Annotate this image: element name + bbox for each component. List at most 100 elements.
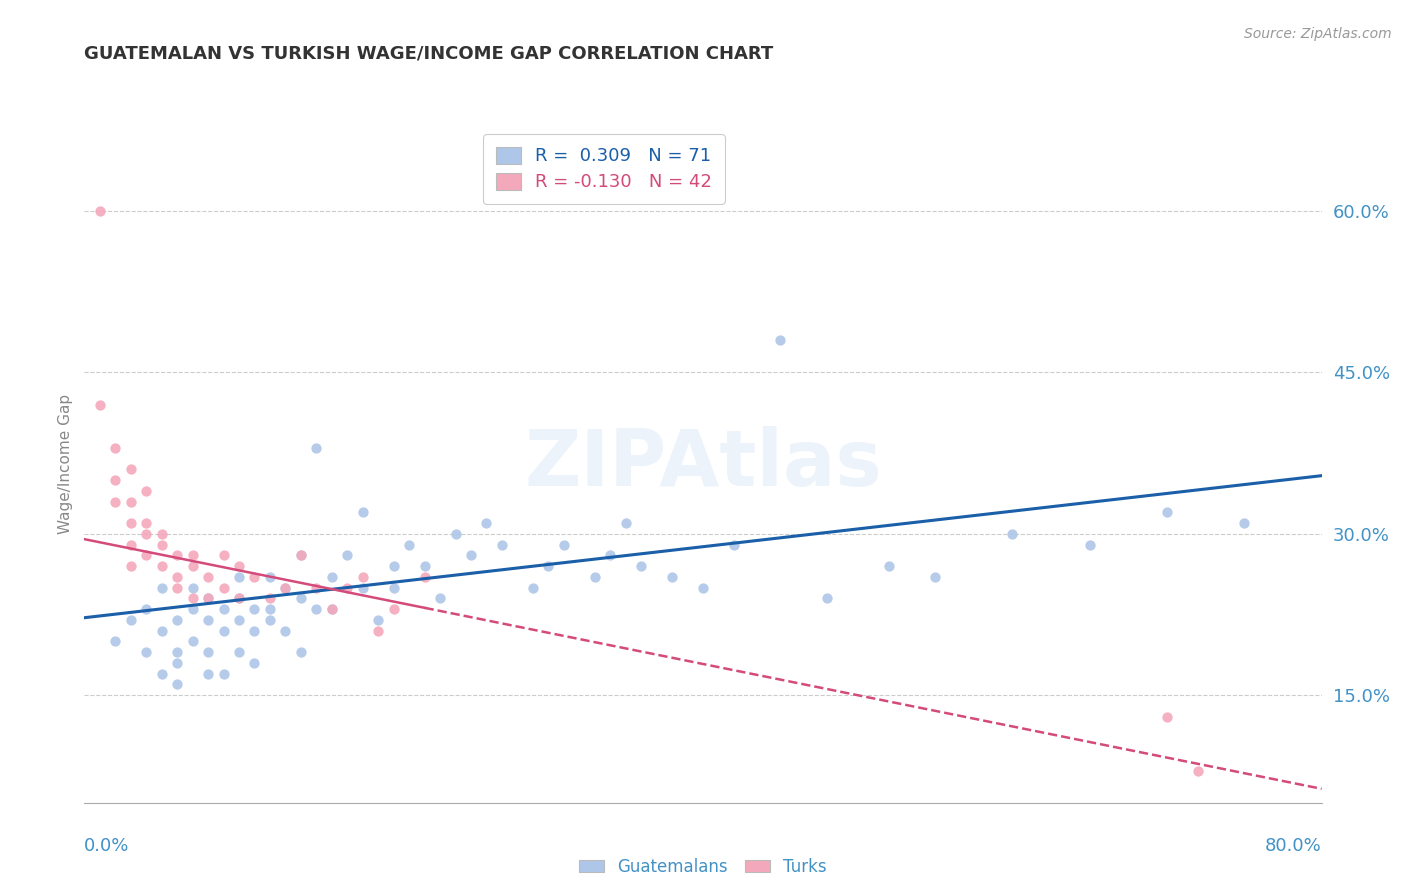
Point: [135, 526, 157, 541]
Point: [475, 516, 498, 530]
Point: [877, 559, 900, 574]
Point: [1187, 764, 1209, 778]
Point: [553, 537, 575, 551]
Point: [769, 333, 792, 347]
Point: [274, 581, 297, 595]
Point: [321, 602, 343, 616]
Point: [274, 624, 297, 638]
Point: [367, 613, 389, 627]
Point: [413, 570, 436, 584]
Point: [243, 624, 266, 638]
Point: [181, 602, 204, 616]
Point: [89, 398, 111, 412]
Point: [522, 581, 544, 595]
Point: [382, 581, 405, 595]
Point: [336, 549, 359, 563]
Point: [367, 624, 389, 638]
Point: [120, 494, 142, 508]
Point: [104, 441, 127, 455]
Point: [1156, 505, 1178, 519]
Point: [305, 441, 328, 455]
Point: [212, 624, 235, 638]
Point: [382, 559, 405, 574]
Point: [259, 591, 281, 606]
Point: [166, 581, 188, 595]
Point: [630, 559, 652, 574]
Point: [150, 624, 173, 638]
Point: [352, 570, 374, 584]
Point: [661, 570, 683, 584]
Point: [197, 613, 219, 627]
Point: [243, 570, 266, 584]
Point: [120, 537, 142, 551]
Point: [89, 204, 111, 219]
Point: [104, 473, 127, 487]
Point: [321, 570, 343, 584]
Point: [259, 613, 281, 627]
Text: ZIPAtlas: ZIPAtlas: [524, 425, 882, 502]
Point: [135, 549, 157, 563]
Point: [243, 602, 266, 616]
Text: 0.0%: 0.0%: [84, 837, 129, 855]
Point: [120, 516, 142, 530]
Point: [181, 581, 204, 595]
Point: [166, 645, 188, 659]
Point: [815, 591, 838, 606]
Text: Source: ZipAtlas.com: Source: ZipAtlas.com: [1244, 27, 1392, 41]
Point: [398, 537, 420, 551]
Point: [197, 666, 219, 681]
Point: [120, 613, 142, 627]
Point: [290, 549, 312, 563]
Point: [150, 526, 173, 541]
Point: [321, 602, 343, 616]
Point: [150, 559, 173, 574]
Point: [290, 645, 312, 659]
Point: [212, 581, 235, 595]
Point: [104, 634, 127, 648]
Point: [197, 570, 219, 584]
Point: [924, 570, 946, 584]
Point: [460, 549, 482, 563]
Point: [1156, 709, 1178, 723]
Point: [692, 581, 714, 595]
Point: [429, 591, 451, 606]
Point: [135, 645, 157, 659]
Point: [135, 483, 157, 498]
Point: [228, 591, 250, 606]
Point: [228, 559, 250, 574]
Point: [614, 516, 637, 530]
Point: [150, 581, 173, 595]
Point: [166, 677, 188, 691]
Point: [290, 591, 312, 606]
Point: [181, 549, 204, 563]
Point: [212, 666, 235, 681]
Point: [181, 559, 204, 574]
Point: [135, 602, 157, 616]
Point: [413, 559, 436, 574]
Point: [135, 516, 157, 530]
Point: [166, 570, 188, 584]
Point: [290, 549, 312, 563]
Point: [197, 591, 219, 606]
Point: [228, 570, 250, 584]
Text: 80.0%: 80.0%: [1265, 837, 1322, 855]
Point: [1233, 516, 1256, 530]
Point: [491, 537, 513, 551]
Point: [166, 613, 188, 627]
Point: [583, 570, 606, 584]
Point: [723, 537, 745, 551]
Point: [228, 591, 250, 606]
Point: [305, 581, 328, 595]
Point: [537, 559, 560, 574]
Point: [259, 570, 281, 584]
Point: [212, 549, 235, 563]
Point: [120, 559, 142, 574]
Point: [104, 494, 127, 508]
Point: [181, 591, 204, 606]
Point: [336, 581, 359, 595]
Point: [352, 505, 374, 519]
Point: [181, 634, 204, 648]
Point: [150, 537, 173, 551]
Point: [599, 549, 621, 563]
Point: [259, 602, 281, 616]
